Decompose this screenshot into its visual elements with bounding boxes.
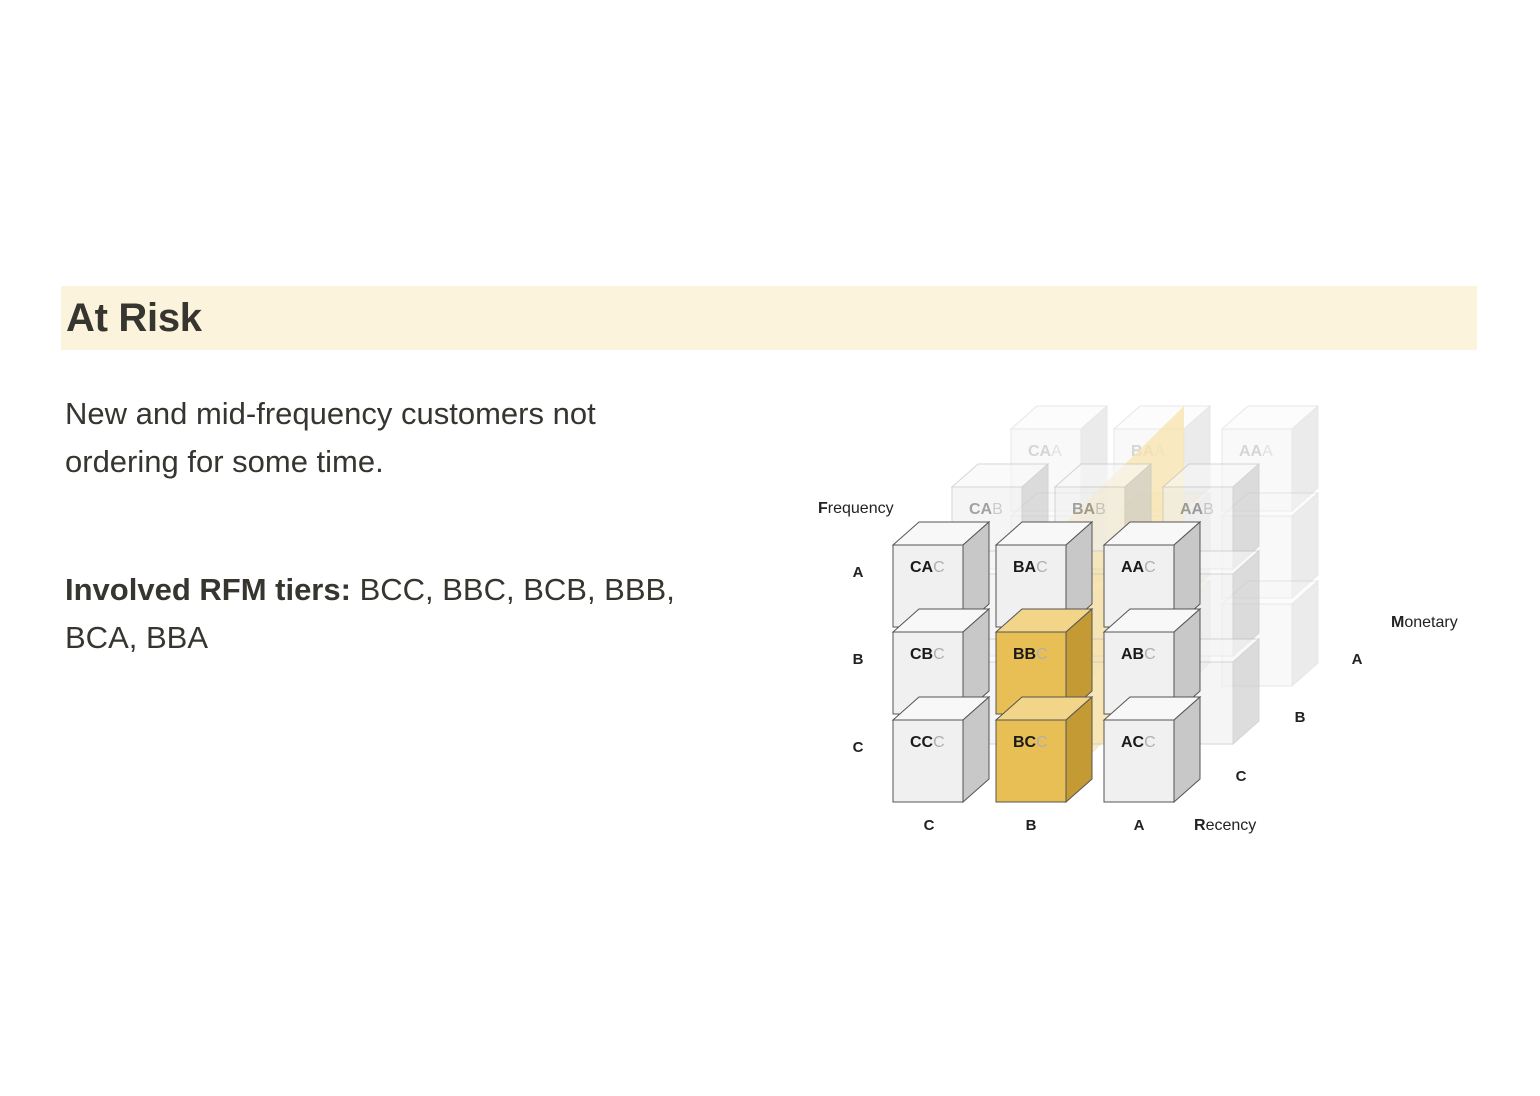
cube-abc: ABC <box>1102 607 1202 716</box>
frequency-level-a: A <box>853 564 864 581</box>
cube-side-face <box>1291 579 1319 688</box>
cube-ccc: CCC <box>891 695 991 804</box>
cube-label: CAC <box>910 559 945 576</box>
cube-label: ACC <box>1121 734 1156 751</box>
cube-top-face <box>1009 405 1109 430</box>
cube-label: BAC <box>1013 559 1048 576</box>
cube-front-face <box>1103 719 1175 803</box>
recency-level-c: C <box>924 817 935 834</box>
recency-axis-title: Recency <box>1194 817 1256 834</box>
cube-front-face <box>995 719 1067 803</box>
cube-front-face <box>892 719 964 803</box>
cube-label: CAA <box>1028 443 1062 460</box>
monetary-level-c: C <box>1236 768 1247 785</box>
monetary-level-b: B <box>1295 709 1306 726</box>
cube-label: BAB <box>1072 501 1106 518</box>
cube-label: CAB <box>969 501 1003 518</box>
recency-level-b: B <box>1026 817 1037 834</box>
cube-side-face <box>1291 404 1319 513</box>
monetary-axis-title: Monetary <box>1391 614 1458 631</box>
tiers-label: Involved RFM tiers: <box>65 572 351 607</box>
cube-side-face <box>1291 491 1319 600</box>
cube-label: ABC <box>1121 646 1156 663</box>
cube-label: CBC <box>910 646 945 663</box>
cube-label: AAA <box>1239 443 1273 460</box>
cube-label: CCC <box>910 734 945 751</box>
front-layer: CAC BAC AAC CBC BBC ABC CCC BCC ACC <box>891 520 1202 804</box>
tiers-list: BCC, BBC, BCB, BBB, BCA, BBA <box>65 572 675 655</box>
cube-label: AAB <box>1180 501 1214 518</box>
monetary-level-a: A <box>1352 651 1363 668</box>
cube-bbc: BBC <box>994 607 1094 716</box>
heading-highlight: At Risk <box>61 286 1477 350</box>
cube-label: AAC <box>1121 559 1156 576</box>
cube-label: BBC <box>1013 646 1048 663</box>
frequency-level-c: C <box>853 739 864 756</box>
cube-bcc: BCC <box>994 695 1094 804</box>
section-title: At Risk <box>66 296 202 340</box>
cube-top-face <box>1220 405 1320 430</box>
cube-acc: ACC <box>1102 695 1202 804</box>
cube-label: BCC <box>1013 734 1048 751</box>
recency-level-a: A <box>1134 817 1145 834</box>
frequency-axis-title: Frequency <box>818 500 894 517</box>
frequency-level-b: B <box>853 651 864 668</box>
section-description: New and mid-frequency customers not orde… <box>65 396 596 479</box>
involved-tiers: Involved RFM tiers: BCC, BBC, BCB, BBB, … <box>65 566 705 662</box>
